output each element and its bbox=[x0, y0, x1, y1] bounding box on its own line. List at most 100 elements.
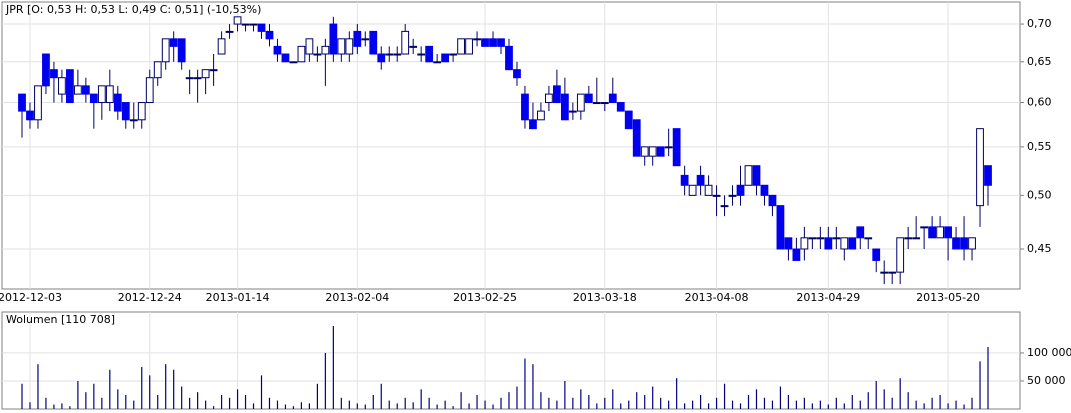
candle-body bbox=[640, 146, 649, 157]
y-tick-label: 50 000 bbox=[1027, 374, 1066, 387]
candle-body bbox=[297, 45, 306, 63]
candle-body bbox=[361, 38, 370, 41]
candle-body bbox=[337, 38, 346, 55]
marks bbox=[18, 16, 992, 409]
candle-body bbox=[321, 45, 330, 55]
candle-body bbox=[688, 184, 697, 196]
candle-body bbox=[944, 226, 952, 239]
candle-body bbox=[864, 237, 873, 240]
candle-body bbox=[73, 85, 82, 95]
candle-body bbox=[856, 226, 865, 239]
candle-body bbox=[888, 271, 897, 274]
candle-body bbox=[425, 45, 434, 63]
candle-body bbox=[960, 237, 968, 250]
candle-body bbox=[680, 174, 689, 186]
candle-body bbox=[18, 93, 26, 112]
y-tick-label: 0,70 bbox=[1027, 17, 1052, 30]
candle-body bbox=[449, 53, 458, 56]
candle-body bbox=[912, 237, 921, 240]
candle-body bbox=[840, 237, 849, 250]
candle-body bbox=[137, 102, 146, 121]
candle-body bbox=[720, 205, 729, 208]
candle-body bbox=[58, 77, 66, 95]
candle-body bbox=[497, 38, 505, 47]
candle-body bbox=[696, 174, 705, 186]
candle-body bbox=[105, 85, 114, 104]
volume-panel bbox=[1, 311, 1021, 410]
candle-body bbox=[537, 110, 545, 121]
candle-body bbox=[584, 93, 593, 104]
candle-body bbox=[672, 128, 681, 167]
candle-body bbox=[776, 205, 785, 250]
candle-body bbox=[50, 69, 58, 79]
x-tick-label: 2013-02-04 bbox=[325, 291, 389, 304]
candle-body bbox=[904, 237, 913, 240]
candle-body bbox=[792, 248, 801, 261]
candle-body bbox=[624, 110, 633, 130]
candle-body bbox=[169, 38, 178, 47]
candle-body bbox=[369, 30, 378, 55]
candle-body bbox=[632, 119, 641, 157]
candle-body bbox=[513, 69, 521, 79]
grid bbox=[2, 2, 1020, 409]
candle-body bbox=[784, 237, 793, 250]
candle-body bbox=[345, 38, 354, 55]
candle-body bbox=[257, 23, 266, 32]
candle-body bbox=[976, 128, 984, 207]
candle-body bbox=[824, 237, 833, 250]
candle-body bbox=[545, 93, 553, 104]
x-tick-label: 2013-04-29 bbox=[796, 291, 860, 304]
candle-body bbox=[832, 237, 841, 240]
candle-body bbox=[648, 146, 657, 157]
candle-body bbox=[704, 184, 713, 196]
candle-body bbox=[489, 38, 497, 47]
candle-body bbox=[417, 53, 426, 56]
candle-body bbox=[816, 237, 825, 240]
candle-body bbox=[209, 69, 218, 72]
candle-body bbox=[728, 194, 737, 197]
x-tick-label: 2012-12-24 bbox=[118, 291, 182, 304]
candle-body bbox=[385, 53, 394, 56]
candle-body bbox=[920, 226, 929, 229]
candle-body bbox=[161, 38, 170, 63]
candle-body bbox=[896, 237, 905, 273]
candle-body bbox=[664, 146, 673, 149]
candle-body bbox=[936, 226, 944, 239]
candle-body bbox=[600, 102, 609, 105]
candle-body bbox=[752, 165, 761, 186]
candle-body bbox=[760, 184, 769, 196]
x-tick-label: 2013-03-18 bbox=[573, 291, 637, 304]
y-tick-label: 0,65 bbox=[1027, 55, 1052, 68]
candle-body bbox=[249, 23, 258, 26]
candle-body bbox=[233, 16, 242, 25]
candle-body bbox=[377, 53, 386, 63]
volume-title: Wolumen [110 708] bbox=[6, 313, 115, 326]
candle-body bbox=[576, 93, 585, 112]
candle-body bbox=[481, 38, 489, 47]
candle-body bbox=[89, 93, 98, 104]
y-tick-label: 100 000 bbox=[1027, 346, 1071, 359]
candle-body bbox=[872, 248, 881, 261]
candle-body bbox=[26, 110, 34, 121]
candle-body bbox=[409, 45, 418, 48]
candle-body bbox=[552, 85, 561, 104]
candle-body bbox=[505, 45, 513, 71]
candle-body bbox=[736, 184, 745, 196]
candle-body bbox=[241, 23, 250, 26]
candle-body bbox=[153, 61, 162, 79]
candle-body bbox=[608, 93, 617, 104]
x-tick-label: 2013-04-08 bbox=[685, 291, 749, 304]
price-panel bbox=[1, 1, 1021, 290]
candle-body bbox=[97, 85, 106, 104]
candle-body bbox=[457, 38, 465, 55]
candle-body bbox=[81, 85, 90, 95]
candle-body bbox=[121, 102, 130, 121]
candle-body bbox=[217, 38, 226, 55]
x-tick-label: 2013-02-25 bbox=[453, 291, 517, 304]
candle-body bbox=[289, 61, 298, 64]
y-tick-label: 0,55 bbox=[1027, 140, 1052, 153]
candle-body bbox=[185, 77, 194, 80]
candle-body bbox=[305, 38, 314, 55]
candle-body bbox=[201, 69, 210, 79]
